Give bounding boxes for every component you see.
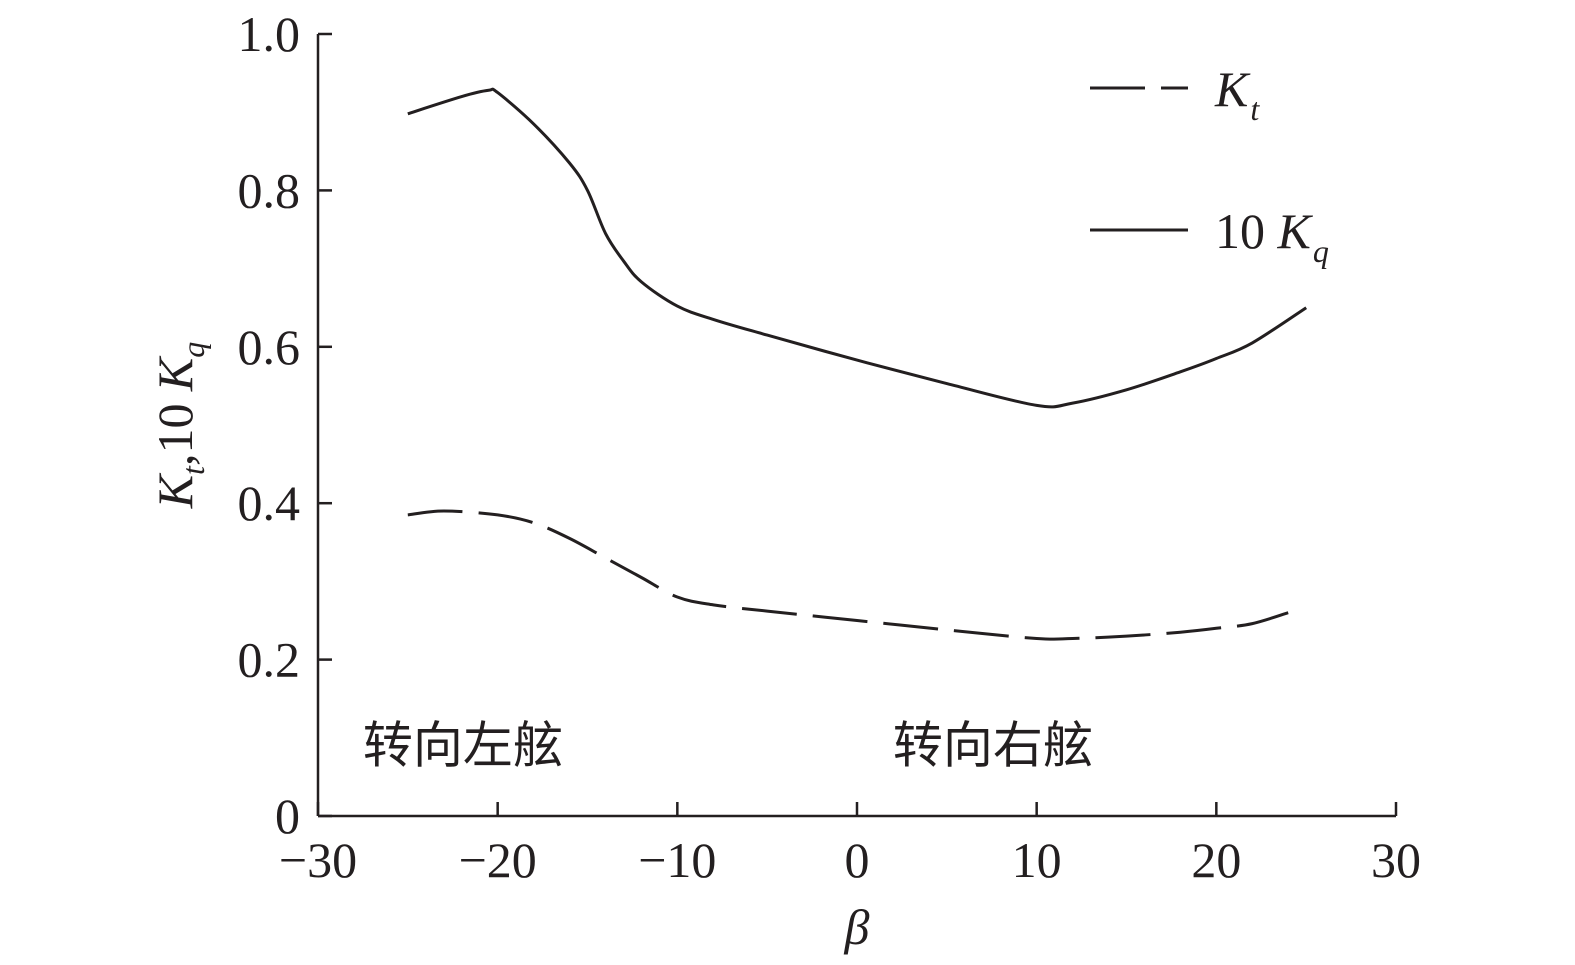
legend-subscript: q (1313, 233, 1329, 269)
annotation-starboard: 转向右舷 (893, 717, 1093, 775)
annotation-port: 转向左舷 (363, 717, 563, 775)
x-tick-label: −20 (459, 832, 537, 888)
x-tick-label: 10 (1012, 832, 1062, 888)
x-tick-label: 0 (845, 832, 870, 888)
legend-label: Kt (1214, 61, 1260, 127)
x-tick-label: −30 (279, 832, 357, 888)
y-tick-label: 0.2 (238, 632, 301, 688)
axis-titles: β Kt,10 Kq (147, 342, 870, 955)
legend-prefix: 10 (1215, 203, 1278, 259)
series-10kq-line (407, 87, 1308, 409)
y-axis-title: Kt,10 Kq (147, 342, 211, 510)
y-tick-label: 0 (275, 788, 300, 844)
y-tick-label: 1.0 (238, 6, 301, 62)
axes: −30 −20 −10 0 10 20 30 0 0.2 0.4 0.6 0.8 1.0 (238, 6, 1422, 888)
series-group (407, 87, 1308, 641)
y-tick-label: 0.6 (238, 319, 301, 375)
y-title-sep: ,10 (147, 391, 203, 466)
y-title-sub-t: t (175, 465, 211, 475)
y-title-k2: K (147, 355, 203, 392)
y-tick-label: 0.8 (238, 162, 301, 218)
annotations: 转向左舷 转向右舷 (363, 717, 1093, 775)
x-tick-label: 30 (1371, 832, 1421, 888)
series-kt-line (407, 509, 1289, 641)
x-tick-label: −10 (638, 832, 716, 888)
legend: Kt 10 Kq (1090, 61, 1329, 269)
legend-symbol: K (1277, 203, 1314, 259)
x-tick-label: 20 (1191, 832, 1241, 888)
legend-subscript: t (1250, 91, 1260, 127)
legend-symbol: K (1214, 61, 1251, 117)
x-axis-title: β (844, 899, 870, 955)
y-tick-label: 0.4 (238, 475, 301, 531)
legend-label: 10 Kq (1215, 203, 1329, 269)
y-title-sub-q: q (175, 342, 211, 358)
y-title-k: K (147, 472, 203, 509)
